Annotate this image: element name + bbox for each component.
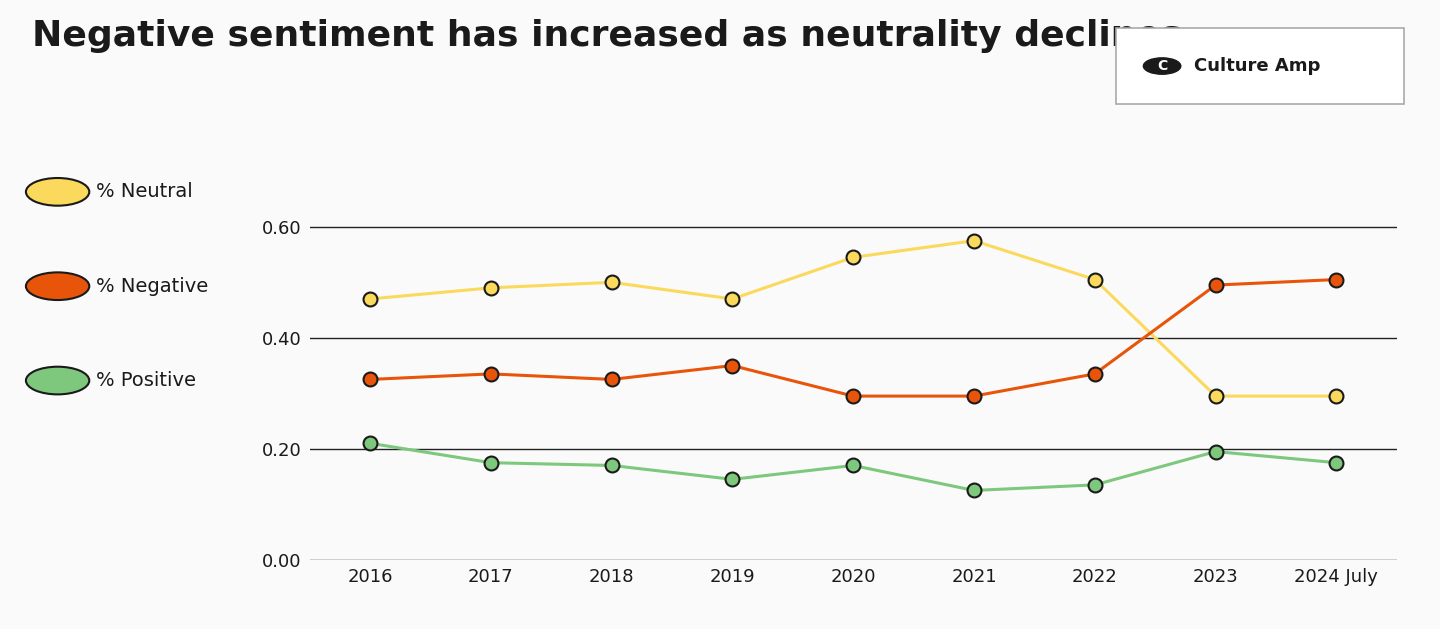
Point <box>480 458 503 468</box>
Text: % Positive: % Positive <box>96 371 196 390</box>
Point <box>1204 391 1227 401</box>
Point <box>1325 458 1348 468</box>
Point <box>721 294 744 304</box>
Point <box>962 391 985 401</box>
Point <box>1083 369 1106 379</box>
Point <box>721 474 744 484</box>
Point <box>721 360 744 370</box>
Point <box>480 369 503 379</box>
Point <box>600 460 624 470</box>
Point <box>1204 447 1227 457</box>
Point <box>1083 480 1106 490</box>
Point <box>1204 280 1227 290</box>
Point <box>359 374 382 384</box>
Text: C: C <box>1156 59 1168 73</box>
Point <box>962 236 985 246</box>
Text: % Neutral: % Neutral <box>96 182 193 201</box>
Point <box>359 294 382 304</box>
Point <box>600 277 624 287</box>
Point <box>1083 274 1106 284</box>
Point <box>1325 274 1348 284</box>
Point <box>359 438 382 448</box>
Text: Negative sentiment has increased as neutrality declines: Negative sentiment has increased as neut… <box>32 19 1182 53</box>
Point <box>841 252 864 262</box>
Point <box>480 283 503 293</box>
Point <box>841 391 864 401</box>
Text: % Negative: % Negative <box>96 277 209 296</box>
Point <box>1325 391 1348 401</box>
Point <box>962 486 985 496</box>
Text: Culture Amp: Culture Amp <box>1194 57 1320 75</box>
Point <box>600 374 624 384</box>
Point <box>841 460 864 470</box>
